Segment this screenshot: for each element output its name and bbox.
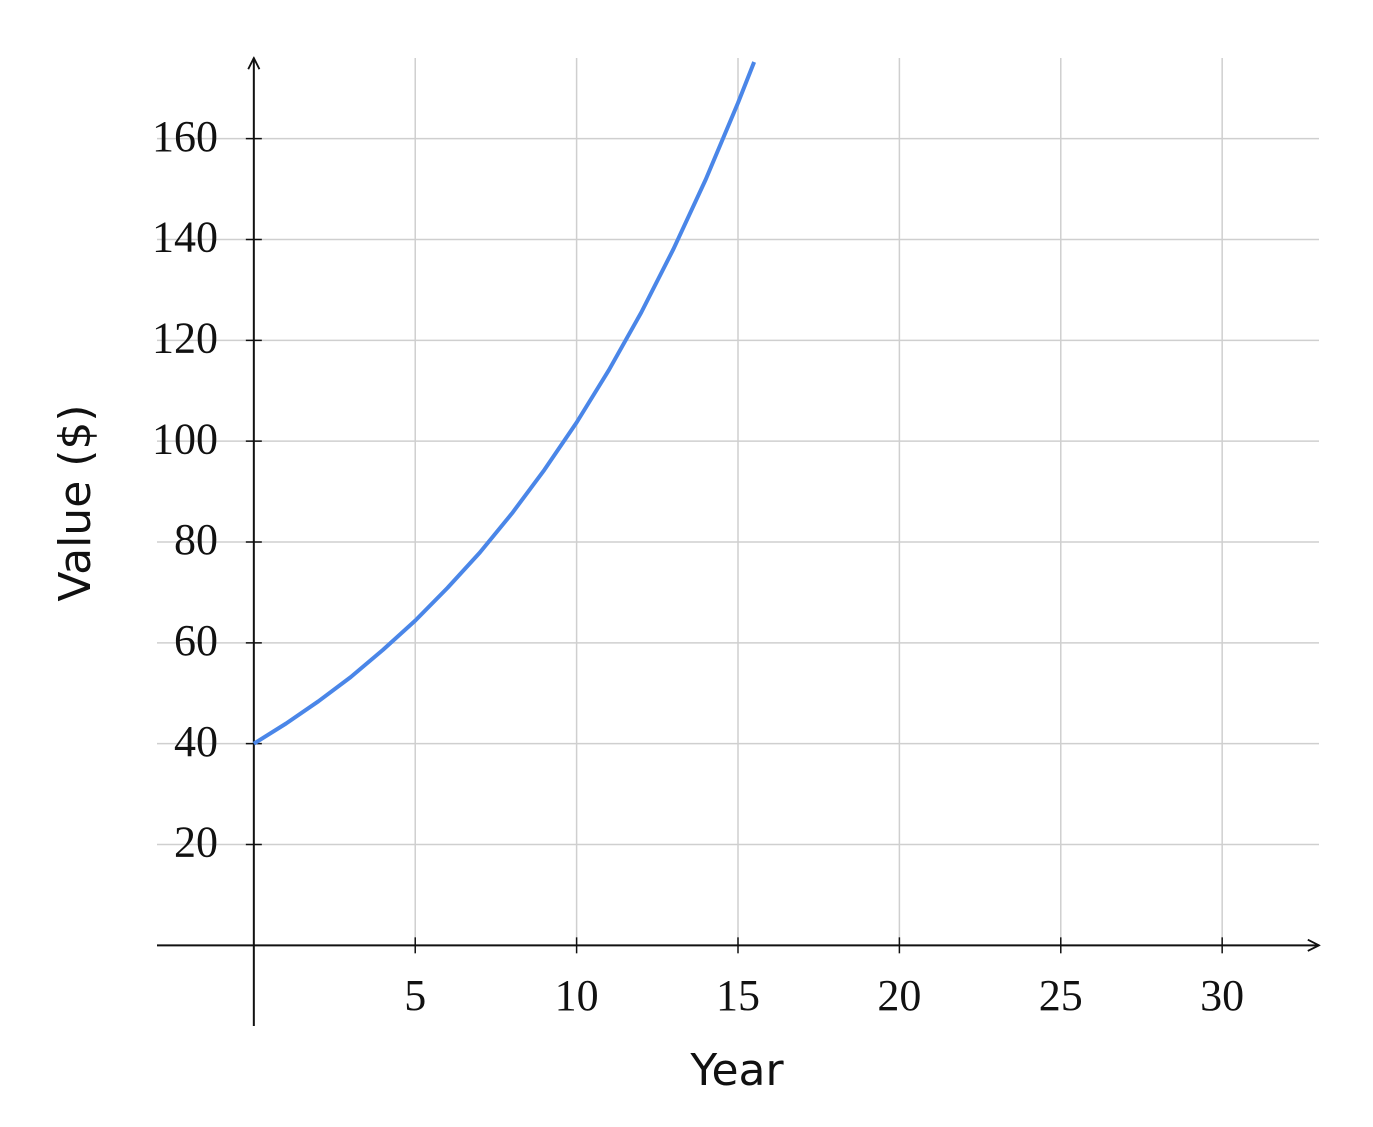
- y-tick-label: 100: [152, 414, 218, 463]
- x-axis-title: Year: [689, 1045, 784, 1096]
- y-tick-label: 80: [174, 515, 218, 564]
- y-tick-label: 40: [174, 717, 218, 766]
- y-tick-label: 120: [152, 313, 218, 362]
- x-tick-label: 20: [877, 971, 921, 1020]
- x-tick-label: 5: [404, 971, 426, 1020]
- x-tick-label: 10: [555, 971, 599, 1020]
- data-line: [252, 61, 757, 746]
- x-tick-label: 25: [1039, 971, 1083, 1020]
- y-tick-label: 60: [174, 616, 218, 665]
- y-tick-label: 140: [152, 213, 218, 262]
- x-tick-label: 15: [716, 971, 760, 1020]
- x-tick-label: 30: [1200, 971, 1244, 1020]
- y-tick-label: 20: [174, 818, 218, 867]
- y-axis-title: Value ($): [50, 404, 101, 601]
- y-tick-label: 160: [152, 112, 218, 161]
